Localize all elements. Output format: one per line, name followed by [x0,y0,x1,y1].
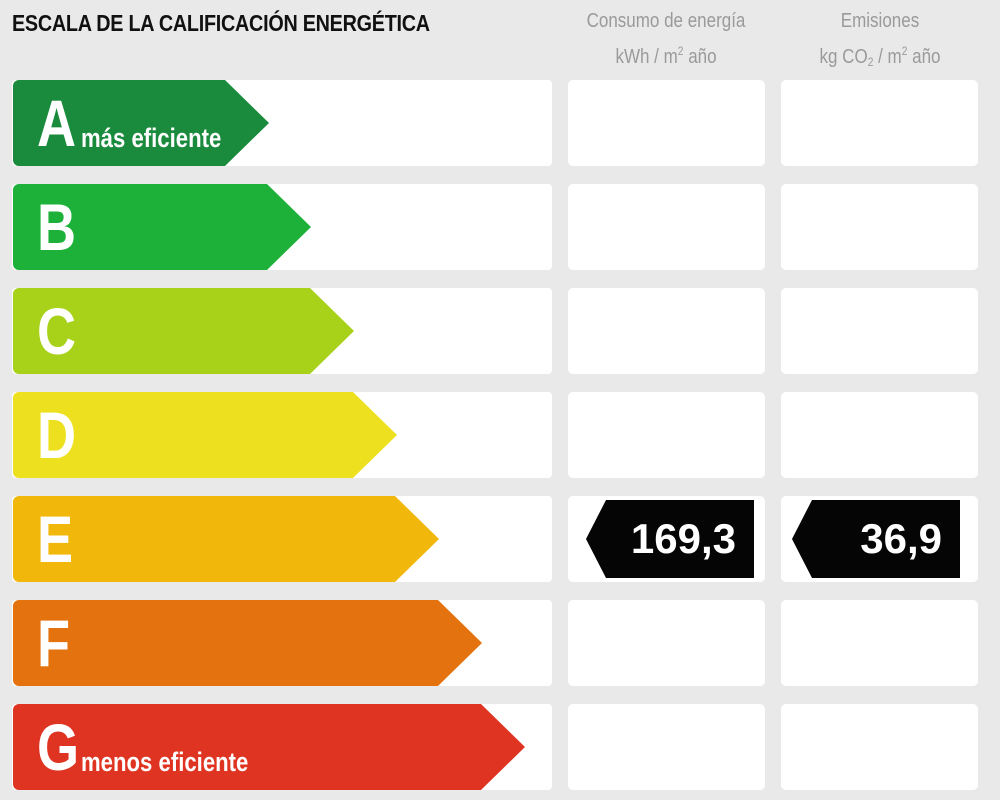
rating-row-b: B [0,184,1000,270]
emisiones-cell [781,600,978,686]
emisiones-header-line1: Emisiones [840,10,920,32]
consumo-cell [568,600,765,686]
consumo-cell [568,288,765,374]
consumo-value-badge: 169,3 [586,500,754,578]
rating-sublabel: menos eficiente [81,747,249,777]
emisiones-cell [781,392,978,478]
consumo-cell [568,392,765,478]
rating-letter: B [37,190,77,264]
consumo-header-line1: Consumo de energía [586,10,746,32]
rating-arrow-d: D [13,392,397,478]
emisiones-column-header: Emisiones kg CO2 / m2 año [795,6,965,77]
rating-letter: F [37,606,71,680]
rating-row-e: E 169,3 36,9 [0,496,1000,582]
rating-letter: A [37,86,77,160]
rating-letter: C [37,294,77,368]
emisiones-cell [781,184,978,270]
page-title: ESCALA DE LA CALIFICACIÓN ENERGÉTICA [12,10,430,36]
consumo-header-unit: kWh / m2 año [615,44,717,68]
emisiones-value-badge: 36,9 [792,500,960,578]
emisiones-cell [781,704,978,790]
rating-arrow-b: B [13,184,311,270]
rating-arrow-c: C [13,288,354,374]
emisiones-header-unit: kg CO2 / m2 año [819,44,941,69]
emisiones-cell [781,288,978,374]
emisiones-cell [781,80,978,166]
rating-arrow-f: F [13,600,482,686]
rating-row-d: D [0,392,1000,478]
consumo-cell [568,704,765,790]
rating-row-c: C [0,288,1000,374]
consumo-cell [568,80,765,166]
consumo-cell [568,184,765,270]
rating-letter: G [37,710,80,784]
consumo-column-header: Consumo de energía kWh / m2 año [581,6,751,72]
rating-letter: D [37,398,77,472]
rating-arrow-e: E [13,496,439,582]
rating-letter: E [37,502,74,576]
rating-sublabel: más eficiente [81,123,222,153]
rating-row-f: F [0,600,1000,686]
